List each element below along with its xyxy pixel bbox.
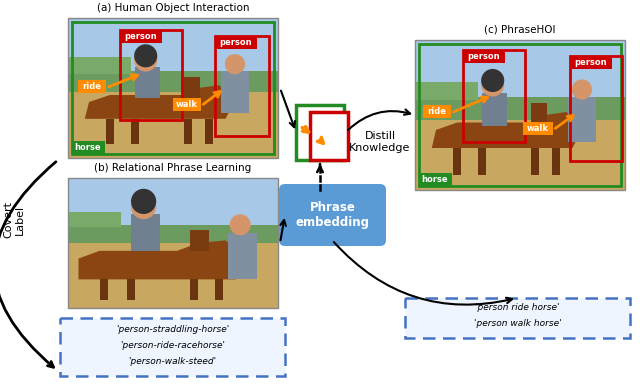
Text: person: person (220, 38, 252, 47)
Text: horse: horse (422, 175, 448, 184)
Bar (215, 36, 269, 136)
Circle shape (131, 194, 156, 219)
Bar (523, 122, 553, 135)
Bar (72, 141, 105, 154)
Bar (190, 230, 209, 251)
Bar (296, 105, 344, 160)
Text: Distill
Knowledge: Distill Knowledge (349, 131, 411, 153)
Text: (c) PhraseHOI: (c) PhraseHOI (484, 25, 556, 35)
Bar (415, 115, 625, 190)
Bar (127, 280, 135, 300)
Bar (310, 112, 348, 160)
Bar (68, 212, 120, 227)
FancyBboxPatch shape (60, 318, 285, 376)
Text: 'person-ride-racehorse': 'person-ride-racehorse' (120, 341, 225, 351)
Bar (72, 22, 274, 154)
Bar (482, 93, 508, 126)
Bar (215, 36, 257, 49)
Circle shape (572, 79, 592, 99)
Text: person: person (575, 58, 607, 67)
FancyBboxPatch shape (279, 184, 386, 246)
Bar (228, 233, 257, 280)
Bar (205, 119, 213, 144)
Bar (78, 80, 106, 93)
FancyBboxPatch shape (405, 298, 630, 338)
Text: 'person-straddling-horse': 'person-straddling-horse' (116, 326, 229, 334)
Polygon shape (79, 240, 246, 280)
Bar (131, 214, 161, 251)
Bar (415, 97, 625, 119)
Text: walk: walk (176, 100, 198, 109)
Circle shape (225, 54, 245, 74)
Bar (419, 173, 452, 186)
Bar (173, 98, 201, 111)
Bar (68, 178, 278, 240)
Bar (68, 225, 278, 243)
Bar (478, 148, 486, 175)
Bar (131, 119, 140, 144)
Bar (221, 71, 248, 113)
Bar (552, 148, 560, 175)
Bar (106, 119, 114, 144)
Text: person: person (468, 52, 500, 61)
Bar (68, 57, 131, 74)
Bar (570, 56, 612, 69)
Bar (531, 103, 547, 130)
Bar (423, 105, 451, 118)
Circle shape (134, 48, 157, 71)
Bar (99, 280, 108, 300)
Bar (135, 67, 161, 98)
Bar (68, 88, 278, 158)
Bar (415, 82, 478, 100)
Circle shape (481, 73, 504, 96)
Bar (531, 148, 539, 175)
Bar (190, 280, 198, 300)
Bar (570, 56, 622, 161)
Bar (415, 40, 625, 190)
Text: ride: ride (428, 107, 447, 116)
Bar (184, 77, 200, 102)
Text: Phrase
embedding: Phrase embedding (296, 201, 369, 229)
Bar (463, 50, 505, 63)
Bar (463, 50, 525, 142)
Text: 'person-walk-steed': 'person-walk-steed' (129, 358, 216, 366)
Circle shape (134, 44, 157, 67)
Circle shape (131, 189, 156, 214)
Text: person: person (125, 32, 157, 41)
Text: (a) Human Object Interaction: (a) Human Object Interaction (97, 3, 249, 13)
Bar (453, 148, 461, 175)
Circle shape (481, 69, 504, 92)
Bar (68, 18, 278, 88)
Bar (415, 40, 625, 115)
Bar (419, 44, 621, 186)
Text: 'person ride horse': 'person ride horse' (476, 303, 560, 313)
Circle shape (230, 214, 251, 235)
Bar (120, 30, 162, 43)
Bar (215, 280, 223, 300)
Text: ride: ride (83, 82, 102, 91)
Bar (568, 97, 596, 142)
Polygon shape (432, 112, 583, 148)
Bar (68, 71, 278, 92)
Text: walk: walk (527, 124, 549, 133)
Text: (b) Relational Phrase Learning: (b) Relational Phrase Learning (94, 163, 252, 173)
Bar (68, 240, 278, 308)
Bar (68, 18, 278, 158)
Text: Covert
Label: Covert Label (3, 202, 25, 238)
Bar (120, 30, 182, 120)
Bar (68, 178, 278, 308)
Text: horse: horse (75, 144, 101, 152)
Text: 'person walk horse': 'person walk horse' (474, 319, 561, 328)
Bar (184, 119, 192, 144)
Polygon shape (84, 85, 236, 119)
